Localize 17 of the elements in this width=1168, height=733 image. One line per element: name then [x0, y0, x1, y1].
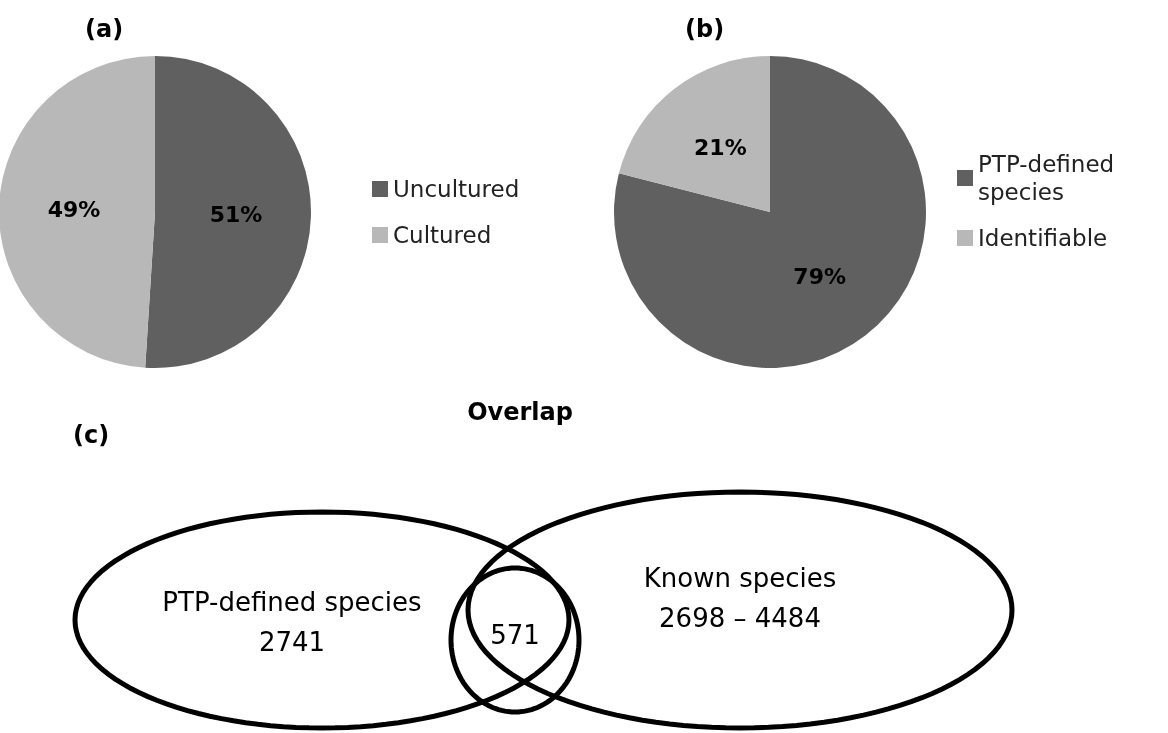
text: 571	[490, 620, 540, 650]
chart-title: (b)	[685, 15, 725, 43]
legend-label: Identifiable	[978, 225, 1108, 251]
chart-title: (a)	[85, 15, 124, 43]
data-label: 21%	[694, 135, 747, 161]
text: 2741	[258, 627, 326, 657]
legend-label: Uncultured	[393, 176, 520, 202]
text: (c)	[73, 421, 110, 449]
category-label: PTP-defined species	[162, 587, 422, 617]
data-label: 79%	[793, 263, 846, 289]
category-label: Overlap	[467, 398, 573, 426]
data-label: 51%	[209, 202, 263, 228]
legend-label: Cultured	[393, 222, 492, 248]
text: 2698 – 4484	[659, 603, 821, 633]
category-label: Known species	[643, 563, 837, 593]
data-label: 49%	[47, 196, 101, 222]
legend-label: PTP-defined species	[978, 151, 1122, 205]
